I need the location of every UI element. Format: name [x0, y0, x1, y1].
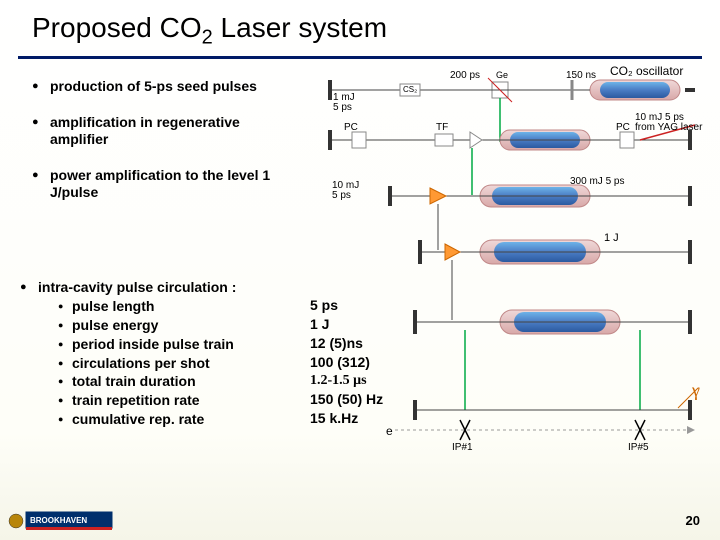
lbl-1j: 1 J [604, 232, 619, 244]
intra-item-7: cumulative rep. rate [20, 410, 236, 429]
lbl-5ps2: 5 ps [332, 190, 351, 201]
lbl-pc2: PC [616, 122, 630, 133]
lbl-ip5: IP#5 [628, 442, 649, 453]
intra-heading: intra-cavity pulse circulation : [20, 278, 236, 297]
footer-text: BROOKHAVEN [30, 516, 87, 525]
page-number: 20 [686, 513, 700, 528]
intra-item-6: train repetition rate [20, 391, 236, 410]
lbl-ge: Ge [496, 70, 508, 80]
bullet-1: production of 5-ps seed pulses [32, 78, 292, 96]
lbl-5ps: 5 ps [333, 102, 352, 113]
lbl-co2osc: CO₂ oscillator [610, 64, 683, 78]
lbl-150ns: 150 ns [566, 70, 596, 81]
bullet-3: power amplification to the level 1 J/pul… [32, 167, 292, 202]
left-column: production of 5-ps seed pulses amplifica… [32, 78, 292, 220]
brookhaven-logo: BROOKHAVEN [8, 510, 118, 532]
lbl-tf: TF [436, 122, 448, 133]
bullet-2: amplification in regenerative amplifier [32, 114, 292, 149]
intra-item-2: pulse energy [20, 316, 236, 335]
intra-item-3: period inside pulse train [20, 335, 236, 354]
gamma-symbol: γ [692, 380, 700, 401]
lbl-cs2: CS₂ [403, 85, 417, 94]
intra-item-5: total train duration [20, 372, 236, 391]
intra-block: intra-cavity pulse circulation : pulse l… [20, 278, 236, 429]
title-underline [18, 56, 702, 59]
intra-item-4: circulations per shot [20, 354, 236, 373]
title-prefix: Proposed CO [32, 12, 202, 43]
lbl-200ps: 200 ps [450, 70, 480, 81]
lbl-pc1: PC [344, 122, 358, 133]
title-suffix: Laser system [213, 12, 387, 43]
intra-item-1: pulse length [20, 297, 236, 316]
lbl-fromyag: from YAG laser [635, 122, 702, 133]
lbl-300mj: 300 mJ 5 ps [570, 176, 624, 187]
page-title: Proposed CO2 Laser system [0, 0, 720, 50]
laser-diagram: 200 ps 1 mJ 5 ps Ge CS₂ 150 ns CO₂ oscil… [300, 70, 710, 470]
title-sub: 2 [202, 27, 213, 49]
lbl-e: e [386, 424, 393, 438]
lbl-ip1: IP#1 [452, 442, 473, 453]
